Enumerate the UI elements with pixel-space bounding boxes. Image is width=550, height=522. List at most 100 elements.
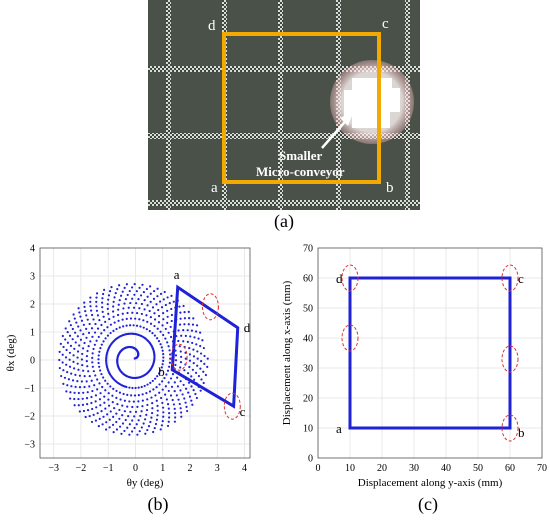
chart-b-spiral-point bbox=[78, 311, 81, 314]
corner-label-d: d bbox=[208, 18, 216, 34]
chart-b-spiral-point bbox=[167, 381, 170, 384]
chart-b-spiral-point bbox=[151, 379, 154, 383]
chart-b-spiral-point bbox=[146, 428, 149, 432]
chart-b-ytick-label: 4 bbox=[30, 244, 35, 255]
chart-b-spiral-point bbox=[146, 398, 149, 401]
chart-b-spiral-point bbox=[80, 380, 84, 383]
chart-b-xlabel: θy (deg) bbox=[127, 477, 164, 489]
chart-b-spiral-point bbox=[155, 399, 158, 402]
chart-b-spiral-point bbox=[76, 379, 79, 383]
chart-b-spiral-point bbox=[132, 400, 135, 403]
chart-c-corner-label-c: c bbox=[518, 271, 524, 286]
chart-b-spiral-point bbox=[94, 394, 98, 397]
chart-b-spiral-point bbox=[170, 307, 173, 311]
chart-b-spiral-point bbox=[179, 407, 182, 410]
conveyor-photo: d c a b Smaller Micro-conveyor bbox=[148, 0, 420, 210]
chart-b-spiral-point bbox=[120, 432, 123, 435]
chart-b-spiral-point bbox=[102, 340, 105, 343]
chart-b-spiral-point bbox=[151, 332, 154, 335]
chart-b-spiral-point bbox=[133, 293, 136, 296]
chart-b-spiral-point bbox=[106, 303, 109, 306]
chart-b-spiral-point bbox=[90, 420, 94, 424]
chart-b-spiral-point bbox=[195, 330, 198, 333]
chart-b-spiral-point bbox=[146, 403, 149, 407]
chart-b-spiral-point bbox=[186, 329, 189, 332]
chart-b-spiral-point bbox=[152, 289, 156, 293]
chart-b-spiral-point bbox=[117, 308, 120, 311]
chart-b-spiral-point bbox=[69, 324, 72, 327]
chart-b-trajectory bbox=[170, 284, 240, 409]
chart-b-spiral-point bbox=[101, 306, 104, 309]
chart-b-spiral-point bbox=[196, 364, 199, 367]
chart-b-spiral-point bbox=[99, 404, 102, 407]
chart-b-spiral-point bbox=[194, 392, 197, 396]
chart-b-spiral-point bbox=[137, 298, 140, 301]
chart-b-spiral-point bbox=[185, 405, 188, 408]
chart-b-spiral-point bbox=[166, 341, 169, 344]
chart-b-spiral-point bbox=[129, 317, 133, 320]
chart-b-spiral-point bbox=[122, 392, 125, 396]
chart-b-spiral-point bbox=[161, 401, 164, 405]
chart-b-spiral-point bbox=[188, 353, 192, 356]
chart-b-spiral-point bbox=[122, 325, 125, 328]
chart-c-xtick-label: 30 bbox=[409, 463, 419, 474]
chart-b-spiral-point bbox=[153, 318, 157, 321]
chart-b-spiral-point bbox=[58, 358, 61, 362]
chart-b-spiral-point bbox=[149, 292, 152, 295]
chart-b-spiral-point bbox=[77, 397, 80, 401]
chart-b-spiral-point bbox=[106, 307, 109, 311]
chart-b-spiral-point bbox=[91, 356, 94, 359]
chart-b-spiral-point bbox=[197, 374, 201, 378]
chart-b-spiral-point bbox=[66, 384, 69, 387]
chart-b-spiral-point bbox=[174, 359, 178, 362]
chart-b-spiral-point bbox=[115, 389, 118, 393]
chart-b-spiral-point bbox=[104, 407, 107, 410]
chart-b-spiral-point bbox=[130, 430, 134, 433]
chart-b-spiral-point bbox=[106, 326, 109, 329]
chart-b-spiral-point bbox=[64, 338, 67, 341]
micro-conveyor-glow bbox=[330, 60, 414, 144]
chart-b-spiral-point bbox=[119, 294, 123, 297]
chart-b-spiral-point bbox=[156, 295, 159, 298]
chart-b-spiral-point bbox=[123, 399, 127, 402]
chart-b-spiral-point bbox=[65, 363, 68, 366]
chart-b-spiral-point bbox=[170, 319, 173, 323]
chart-c-ytick-label: 20 bbox=[303, 394, 313, 405]
chart-b-spiral-point bbox=[117, 319, 120, 322]
chart-b-spiral-point bbox=[90, 395, 93, 399]
chart-b-spiral-point bbox=[115, 396, 118, 399]
chart-b-spiral-point bbox=[126, 393, 129, 396]
chart-b-spiral-point bbox=[98, 398, 102, 401]
chart-b-spiral-point bbox=[80, 358, 84, 361]
chart-c-highlight-ellipse bbox=[501, 264, 519, 292]
chart-b-spiral-point bbox=[201, 339, 204, 342]
chart-b-spiral-point bbox=[103, 401, 106, 404]
chart-b-spiral-point bbox=[152, 388, 155, 391]
chart-b-spiral-point bbox=[200, 360, 203, 363]
chart-b-spiral-point bbox=[183, 369, 186, 372]
chart-b-spiral-point bbox=[72, 313, 75, 316]
chart-b-spiral-point bbox=[73, 391, 76, 394]
chart-b-spiral-point bbox=[164, 393, 167, 396]
chart-b-spiral-point bbox=[76, 356, 79, 359]
chart-b-spiral-point bbox=[148, 309, 151, 313]
chart-b-spiral-point bbox=[90, 327, 94, 330]
chart-b-spiral-point bbox=[162, 312, 165, 315]
chart-b-spiral-point bbox=[58, 366, 61, 370]
chart-b: −3 −2 −1 0 1 2 3 4 −3 −2 −1 0 1 2 3 4 a d c b θy (deg) θx (de… bbox=[5, 244, 251, 490]
chart-b-spiral-point bbox=[177, 398, 180, 401]
chart-b-spiral-point bbox=[162, 352, 165, 356]
chart-b-spiral-point bbox=[102, 292, 105, 296]
chart-b-ytick-label: 1 bbox=[30, 328, 35, 339]
chart-b-spiral-point bbox=[156, 327, 159, 330]
corner-label-c: c bbox=[382, 16, 389, 32]
chart-b-spiral-point bbox=[79, 315, 82, 318]
chart-b-spiral-point bbox=[73, 347, 76, 350]
chart-b-spiral-point bbox=[86, 318, 89, 321]
chart-b-spiral-point bbox=[135, 423, 138, 426]
chart-b-spiral-point bbox=[92, 370, 95, 373]
chart-b-spiral-point bbox=[115, 327, 118, 331]
chart-b-spiral-point bbox=[100, 372, 103, 376]
chart-b-spiral-point bbox=[179, 389, 182, 392]
chart-b-spiral-point bbox=[157, 340, 161, 343]
